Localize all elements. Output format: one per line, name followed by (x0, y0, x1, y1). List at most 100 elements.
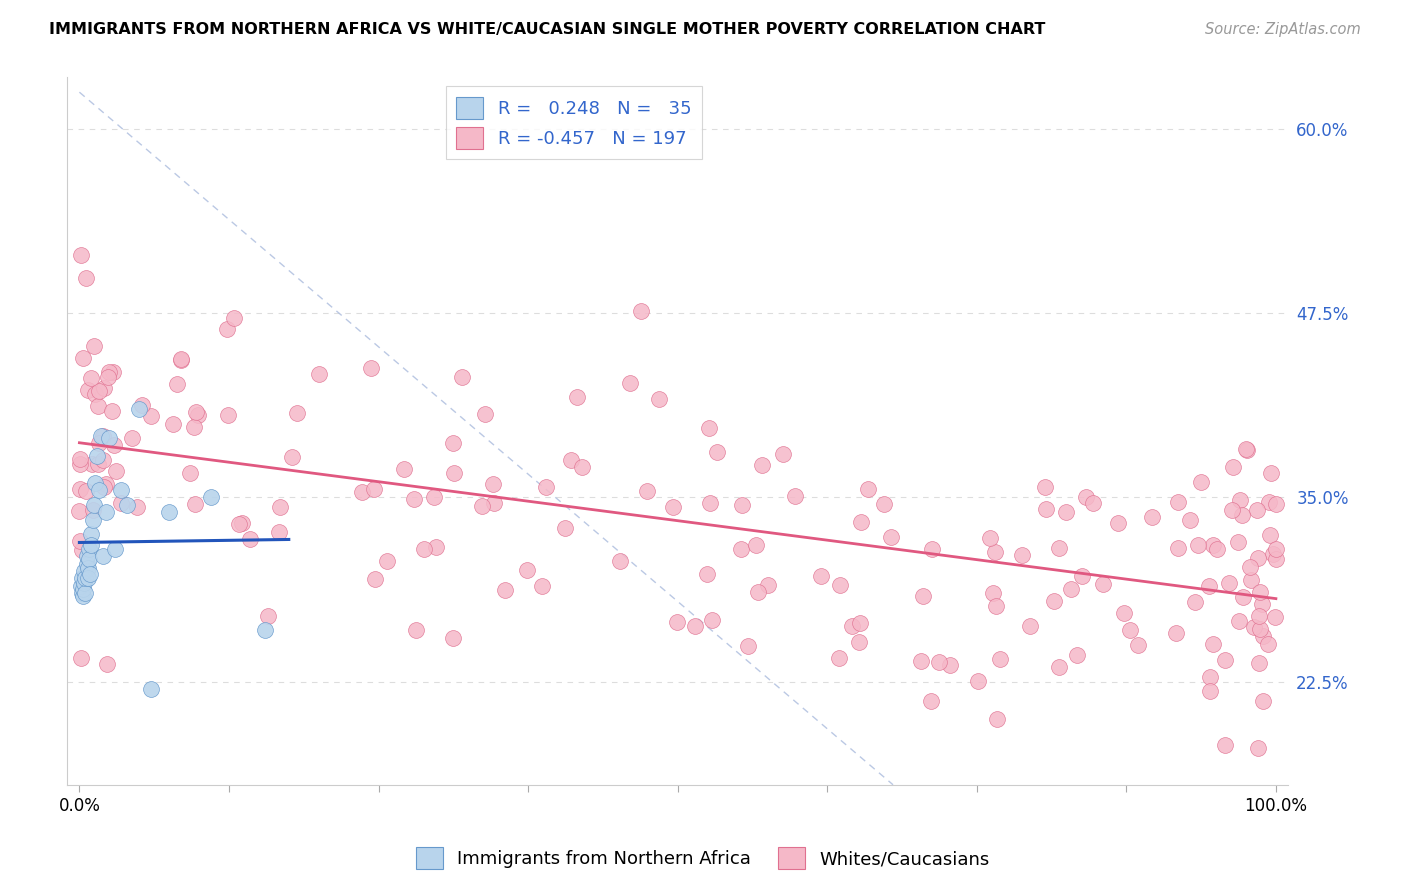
Point (744, 538, 766, 552)
Point (534, 481, 557, 495)
Point (1229, 614, 1251, 628)
Point (484, 496, 506, 510)
Point (110, 483, 132, 497)
Point (494, 582, 516, 597)
Point (281, 450, 304, 465)
Point (1187, 538, 1209, 552)
Point (979, 531, 1001, 545)
Point (1243, 620, 1265, 634)
Point (89, 435, 111, 450)
Point (441, 631, 464, 645)
Point (967, 673, 990, 688)
Point (1119, 624, 1142, 638)
Point (98, 432, 121, 446)
Point (104, 541, 127, 556)
Point (101, 403, 124, 417)
Point (166, 376, 188, 391)
Point (482, 477, 505, 491)
Point (450, 370, 472, 384)
Point (83, 498, 105, 512)
Point (1261, 547, 1284, 561)
Legend: Immigrants from Northern Africa, Whites/Caucasians: Immigrants from Northern Africa, Whites/… (406, 838, 1000, 879)
Point (217, 408, 239, 422)
Point (683, 619, 706, 633)
Point (554, 521, 576, 535)
Text: IMMIGRANTS FROM NORTHERN AFRICA VS WHITE/CAUCASIAN SINGLE MOTHER POVERTY CORRELA: IMMIGRANTS FROM NORTHERN AFRICA VS WHITE… (49, 22, 1046, 37)
Point (80, 457, 103, 471)
Point (849, 515, 872, 529)
Point (1218, 575, 1240, 590)
Point (364, 572, 387, 586)
Point (1201, 636, 1223, 650)
Point (873, 497, 896, 511)
Point (1257, 495, 1279, 509)
Point (73, 575, 96, 590)
Point (75, 271, 97, 285)
Point (360, 360, 382, 375)
Point (1264, 497, 1286, 511)
Point (1236, 442, 1258, 457)
Point (96, 657, 118, 671)
Point (1220, 503, 1243, 517)
Point (828, 651, 851, 665)
Point (1198, 683, 1220, 698)
Point (72, 582, 94, 596)
Point (90, 428, 112, 442)
Point (783, 490, 806, 504)
Point (665, 615, 688, 629)
Point (77, 383, 100, 397)
Point (128, 402, 150, 417)
Point (1260, 466, 1282, 480)
Point (810, 568, 832, 582)
Point (856, 482, 879, 496)
Point (1126, 638, 1149, 652)
Point (772, 447, 794, 461)
Point (1189, 475, 1212, 489)
Point (1054, 505, 1077, 519)
Point (1074, 490, 1097, 504)
Point (910, 654, 932, 668)
Point (1239, 559, 1261, 574)
Point (80, 527, 103, 541)
Point (1164, 626, 1187, 640)
Point (87, 384, 110, 398)
Point (69, 579, 91, 593)
Point (609, 554, 631, 568)
Point (1264, 551, 1286, 566)
Point (110, 495, 132, 509)
Point (1167, 495, 1189, 509)
Point (1232, 508, 1254, 523)
Point (841, 618, 863, 632)
Point (82, 502, 104, 516)
Point (983, 586, 1005, 600)
Point (267, 524, 290, 539)
Point (77, 552, 100, 566)
Point (1213, 653, 1236, 667)
Point (76, 561, 98, 575)
Point (443, 467, 465, 481)
Point (1247, 656, 1270, 670)
Point (86, 449, 108, 463)
Point (253, 623, 276, 637)
Point (75, 571, 97, 585)
Point (1251, 694, 1274, 708)
Point (69, 504, 91, 518)
Point (1066, 648, 1088, 662)
Point (1226, 535, 1249, 549)
Point (516, 563, 538, 577)
Point (1083, 496, 1105, 510)
Point (83, 339, 105, 353)
Point (93, 480, 115, 494)
Point (162, 417, 184, 432)
Point (1047, 541, 1070, 556)
Point (1222, 460, 1244, 475)
Point (1249, 584, 1271, 599)
Point (1250, 622, 1272, 636)
Point (179, 467, 201, 481)
Point (239, 533, 262, 547)
Point (186, 405, 208, 419)
Point (1198, 579, 1220, 593)
Point (751, 458, 773, 473)
Point (1247, 609, 1270, 624)
Point (920, 694, 942, 708)
